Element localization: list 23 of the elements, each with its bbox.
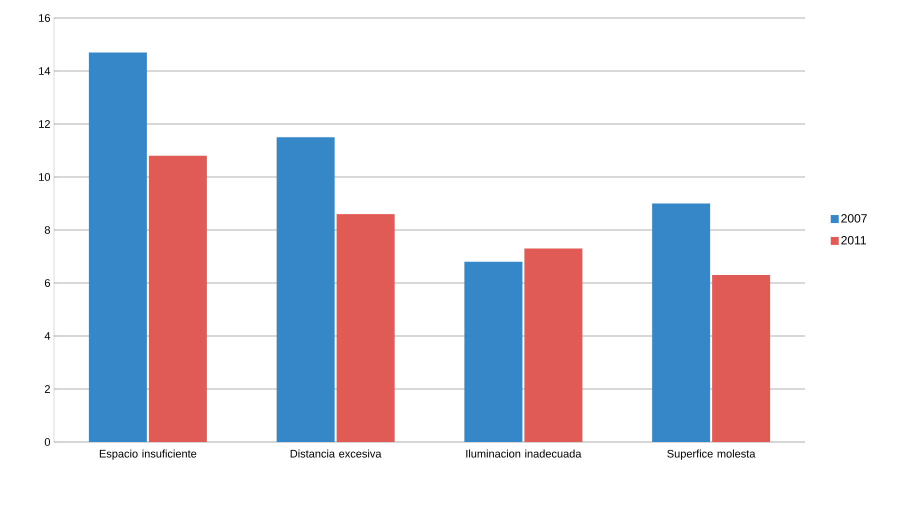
y-tick-label: 14 <box>39 67 50 75</box>
bar <box>336 214 395 442</box>
bar <box>88 52 147 442</box>
legend-label: 2011 <box>841 236 866 244</box>
bar <box>276 137 335 442</box>
x-tick-label: Espacio insuficiente <box>100 450 196 460</box>
y-tick-label: 8 <box>44 226 50 234</box>
x-tick-label: Distancia excesiva <box>290 450 382 458</box>
y-tick-label: 12 <box>39 120 50 128</box>
bar <box>524 248 582 442</box>
x-tick-label: Iluminacion inadecuada <box>466 450 582 458</box>
bar <box>712 275 770 442</box>
bar <box>652 203 710 442</box>
y-tick-label: 10 <box>39 173 50 181</box>
y-tick-label: 6 <box>44 279 50 287</box>
bar <box>148 156 207 442</box>
legend-label: 2007 <box>841 214 867 223</box>
y-tick-label: 16 <box>39 14 50 22</box>
x-tick-label: Superfice molesta <box>667 450 756 460</box>
y-tick-label: 2 <box>44 385 50 393</box>
bar <box>464 262 522 442</box>
y-tick-label: 0 <box>44 438 50 446</box>
y-tick-label: 4 <box>44 332 50 340</box>
